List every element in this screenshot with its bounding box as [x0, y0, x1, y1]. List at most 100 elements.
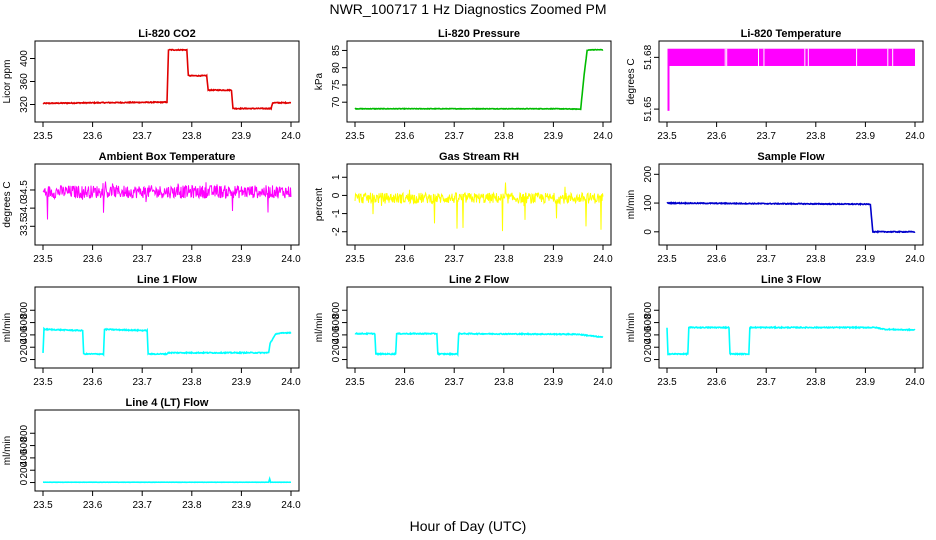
y-tick-label: 51.68	[643, 44, 654, 69]
x-tick-label: 23.6	[83, 377, 103, 388]
panel-title: Gas Stream RH	[439, 151, 519, 163]
panel-title: Line 4 (LT) Flow	[126, 397, 209, 409]
y-tick-label: 0	[331, 192, 342, 198]
x-tick-label: 23.6	[395, 131, 415, 142]
y-tick-label: 1	[331, 174, 342, 180]
x-tick-label: 23.7	[132, 131, 152, 142]
plot-frame	[34, 163, 300, 246]
x-tick-label: 23.9	[856, 254, 876, 265]
panel-title: Line 1 Flow	[137, 274, 197, 286]
series-line	[42, 476, 292, 484]
y-tick-label: 200	[643, 338, 654, 355]
y-tick-label: 400	[19, 50, 30, 67]
y-tick-label: 600	[19, 314, 30, 331]
plot-frame	[346, 286, 612, 369]
y-tick-label: 0	[19, 479, 30, 485]
y-tick-label: 200	[331, 338, 342, 355]
y-tick-label: 800	[19, 424, 30, 441]
x-tick-label: 23.8	[182, 254, 202, 265]
x-tick-label: 24.0	[593, 131, 613, 142]
x-tick-label: 23.6	[707, 131, 727, 142]
plot-frame	[34, 409, 300, 492]
plot-frame	[346, 163, 612, 246]
x-tick-label: 23.6	[395, 254, 415, 265]
x-tick-label: 23.7	[444, 254, 464, 265]
x-tick-label: 23.8	[182, 131, 202, 142]
x-tick-label: 23.6	[83, 500, 103, 511]
y-tick-label: 75	[331, 79, 342, 91]
x-tick-label: 23.8	[494, 131, 514, 142]
x-tick-label: 23.6	[707, 377, 727, 388]
series-line	[354, 182, 604, 232]
x-tick-label: 23.9	[856, 377, 876, 388]
x-tick-label: 23.5	[345, 254, 365, 265]
figure-title: NWR_100717 1 Hz Diagnostics Zoomed PM	[329, 1, 607, 17]
y-tick-label: 800	[331, 301, 342, 318]
x-tick-label: 23.9	[544, 254, 564, 265]
x-tick-label: 23.7	[132, 500, 152, 511]
x-tick-label: 23.5	[345, 377, 365, 388]
x-tick-label: 23.9	[232, 500, 252, 511]
y-axis-label: percent	[314, 188, 325, 222]
y-tick-label: 0	[643, 356, 654, 362]
y-tick-label: 33.5	[19, 216, 30, 236]
y-axis-label: degrees C	[626, 58, 637, 104]
panel-title: Li-820 CO2	[138, 28, 195, 40]
y-tick-label: -1	[331, 209, 342, 218]
panel-7: Line 2 Flow ml/min 23.5 23.6 23.7 23.8 23.9 24.…	[314, 274, 613, 388]
panel-4: Gas Stream RH percent 23.5 23.6 23.7 23.8 23.9…	[314, 151, 613, 265]
x-tick-label: 23.5	[33, 254, 53, 265]
panel-3: Ambient Box Temperature degrees C 23.5 23.6…	[2, 151, 301, 265]
y-tick-label: 800	[643, 301, 654, 318]
y-tick-label: 600	[19, 437, 30, 454]
y-tick-label: 0	[643, 229, 654, 235]
y-tick-label: 80	[331, 62, 342, 74]
y-axis-label: ml/min	[314, 313, 325, 342]
y-axis-label: kPa	[314, 72, 325, 90]
y-axis-label: ml/min	[626, 313, 637, 342]
y-axis-label: degrees C	[2, 181, 13, 227]
x-tick-label: 23.5	[657, 377, 677, 388]
series-line	[354, 331, 604, 357]
x-tick-label: 23.6	[83, 254, 103, 265]
y-tick-label: 100	[643, 194, 654, 211]
y-axis-label: ml/min	[2, 313, 13, 342]
x-tick-label: 23.5	[33, 377, 53, 388]
x-tick-label: 23.5	[33, 500, 53, 511]
x-tick-label: 23.7	[444, 377, 464, 388]
panel-0: Li-820 CO2 Licor ppm 23.5 23.6 23.7 23.8 23.9 2…	[2, 28, 301, 142]
y-axis-label: ml/min	[626, 190, 637, 219]
x-tick-label: 23.7	[132, 254, 152, 265]
y-tick-label: 34.5	[19, 180, 30, 200]
panel-6: Line 1 Flow ml/min 23.5 23.6 23.7 23.8 23.9 24.…	[2, 274, 301, 388]
y-tick-label: 85	[331, 44, 342, 56]
x-tick-label: 24.0	[905, 131, 925, 142]
y-tick-label: 200	[19, 338, 30, 355]
y-tick-label: 200	[643, 166, 654, 183]
panel-title: Ambient Box Temperature	[99, 151, 236, 163]
y-tick-label: 400	[19, 326, 30, 343]
x-axis-label: Hour of Day (UTC)	[409, 518, 527, 534]
series-line	[42, 48, 292, 111]
series-line	[354, 48, 604, 111]
x-tick-label: 23.5	[657, 254, 677, 265]
x-tick-label: 23.9	[856, 131, 876, 142]
y-tick-label: 360	[19, 73, 30, 90]
y-tick-label: 800	[19, 301, 30, 318]
x-tick-label: 23.9	[544, 131, 564, 142]
panel-9: Line 4 (LT) Flow ml/min 23.5 23.6 23.7 23.8 23…	[2, 397, 301, 511]
y-tick-label: 51.65	[643, 96, 654, 121]
x-tick-label: 23.5	[345, 131, 365, 142]
y-tick-label: 400	[19, 449, 30, 466]
x-tick-label: 23.8	[494, 377, 514, 388]
panel-title: Li-820 Pressure	[438, 28, 520, 40]
series-line	[666, 325, 916, 357]
panel-title: Line 3 Flow	[761, 274, 821, 286]
x-tick-label: 23.9	[232, 131, 252, 142]
x-tick-label: 23.8	[494, 254, 514, 265]
y-tick-label: 400	[331, 326, 342, 343]
series-band	[669, 48, 915, 66]
x-tick-label: 23.8	[806, 131, 826, 142]
x-tick-label: 24.0	[593, 254, 613, 265]
